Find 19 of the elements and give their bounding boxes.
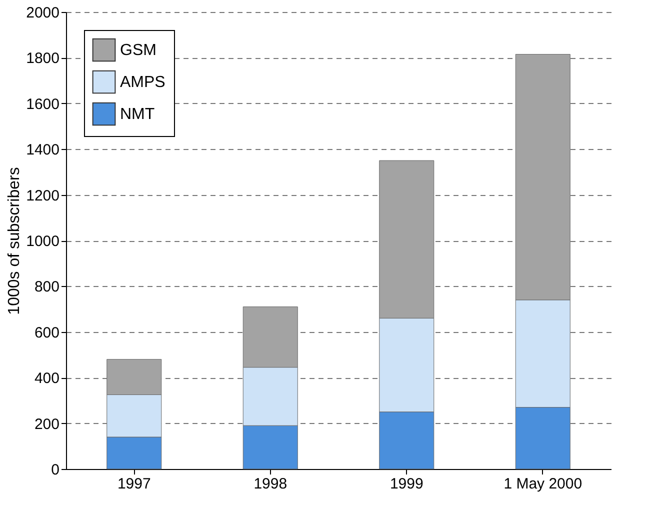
y-tick-label: 600: [34, 324, 60, 342]
x-tick-label: 1999: [390, 476, 424, 492]
legend-label: GSM: [120, 42, 156, 59]
y-tick-label: 200: [34, 416, 60, 433]
x-tick-label: 1997: [117, 476, 151, 492]
y-tick-label: 1200: [26, 187, 60, 204]
y-tick-label: 1800: [26, 50, 60, 68]
y-tick-label: 1600: [26, 96, 60, 113]
y-tick-label: 0: [51, 462, 60, 478]
y-tick-label: 400: [34, 370, 60, 388]
y-tick-label: 1000: [26, 233, 60, 250]
legend-label: AMPS: [120, 74, 166, 91]
y-axis-title: 1000s of subscribers: [6, 167, 24, 315]
y-tick-label: 1400: [26, 142, 60, 159]
x-tick-label: 1998: [254, 476, 288, 492]
legend-label: NMT: [120, 106, 155, 123]
y-tick-label: 800: [34, 278, 60, 296]
y-tick-label: 2000: [26, 4, 60, 22]
x-tick-label: 1 May 2000: [504, 476, 582, 492]
